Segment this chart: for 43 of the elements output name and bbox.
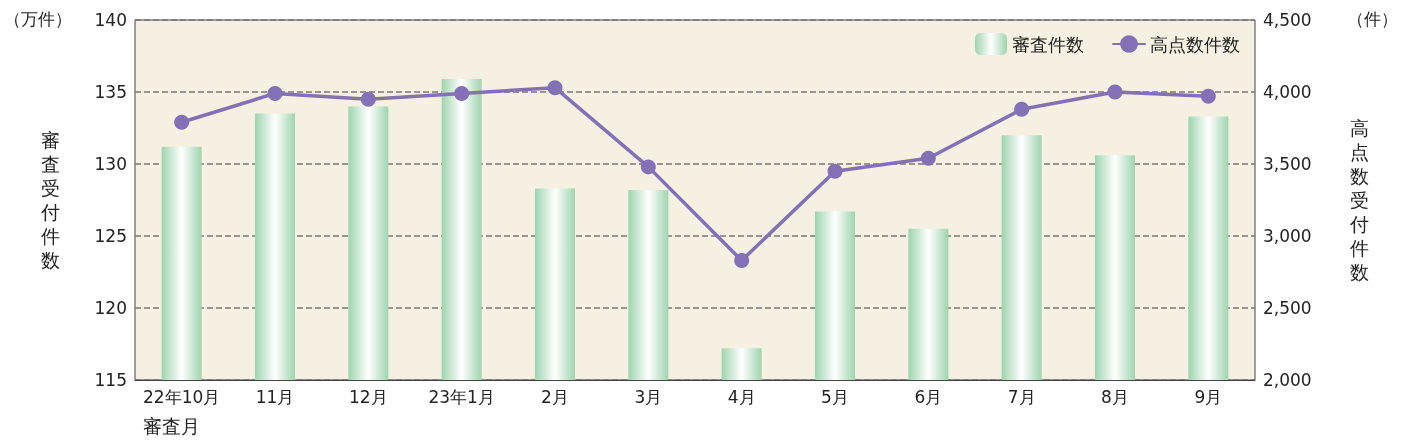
x-tick-label: 22年10月 [143, 386, 221, 407]
x-tick-label: 3月 [634, 386, 663, 407]
y2-axis-title: 高点数受付件数 [1349, 117, 1369, 283]
legend-label: 高点数件数 [1150, 33, 1240, 55]
legend-label: 審査件数 [1012, 33, 1084, 55]
point [454, 85, 470, 101]
point [640, 159, 656, 175]
point [267, 85, 283, 101]
point [1200, 88, 1216, 104]
x-tick-label: 4月 [727, 386, 756, 407]
y2-tick-label: 2,500 [1263, 298, 1312, 318]
x-tick-label: 23年1月 [428, 386, 495, 407]
x-tick-label: 2月 [541, 386, 569, 407]
x-tick-label: 5月 [821, 386, 849, 407]
y-tick-label: 135 [94, 82, 127, 102]
x-tick-label: 12月 [349, 386, 388, 407]
y2-tick-label: 3,000 [1263, 226, 1312, 246]
x-tick-label: 7月 [1007, 386, 1036, 407]
x-tick-label: 11月 [255, 386, 295, 407]
x-tick-label: 8月 [1101, 386, 1129, 407]
y-tick-label: 115 [94, 370, 127, 390]
point [734, 252, 750, 268]
point [547, 80, 563, 96]
point [1014, 101, 1030, 117]
point [1107, 84, 1123, 100]
x-tick-label: 6月 [914, 386, 943, 407]
x-tick-label: 9月 [1194, 386, 1223, 407]
y-tick-label: 125 [94, 226, 127, 246]
text: （万件） [4, 8, 72, 29]
y-tick-label: 120 [94, 298, 127, 318]
point [827, 163, 843, 179]
x-axis-title: 審査月 [143, 414, 200, 437]
y2-tick-label: 4,000 [1263, 82, 1312, 102]
point [360, 91, 376, 107]
y-axis-title: 審査受付件数 [40, 129, 60, 271]
y-tick-label: 130 [94, 154, 127, 174]
y2-tick-label: 3,500 [1263, 154, 1312, 174]
y-tick-label: 140 [94, 10, 127, 30]
point [920, 150, 936, 166]
y2-tick-label: 4,500 [1263, 10, 1312, 30]
y2-tick-label: 2,000 [1263, 370, 1312, 390]
text: （件） [1347, 8, 1398, 29]
point [174, 114, 190, 130]
